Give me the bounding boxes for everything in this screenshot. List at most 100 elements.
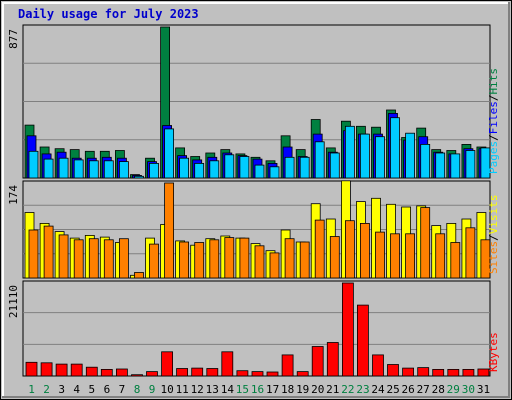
day-label-27: 27 <box>417 383 430 396</box>
bar-kbytes-day-19 <box>296 371 309 377</box>
bar-kbytes-day-28 <box>432 368 445 377</box>
bar-kbytes-day-20 <box>311 346 324 377</box>
bar-pages-day-25 <box>390 117 400 179</box>
y-max-label: 21110 <box>7 285 20 318</box>
bar-kbytes-day-13 <box>206 368 219 377</box>
y-max-label: 877 <box>7 29 20 49</box>
bar-kbytes-day-16 <box>251 371 264 377</box>
bar-kbytes-day-24 <box>372 354 384 377</box>
day-label-22: 22 <box>341 383 354 396</box>
bar-pages-day-21 <box>329 152 340 179</box>
bar-sites-day-4 <box>73 239 84 279</box>
bar-kbytes-day-27 <box>417 367 430 377</box>
bar-pages-day-4 <box>73 159 84 179</box>
day-label-21: 21 <box>326 383 339 396</box>
bar-kbytes-day-30 <box>462 368 475 377</box>
day-label-12: 12 <box>191 383 204 396</box>
legend-entry-kbytes: KBytes <box>487 332 500 372</box>
legend-entry-files: Files <box>487 101 500 134</box>
legend-entry-pages: Pages <box>487 141 500 174</box>
bar-pages-day-23 <box>359 133 370 179</box>
bar-kbytes-day-22 <box>341 282 354 377</box>
bar-sites-day-29 <box>450 242 461 279</box>
chart-title: Daily usage for July 2023 <box>18 7 199 21</box>
bar-sites-day-10 <box>164 182 175 279</box>
bar-sites-day-6 <box>103 239 114 279</box>
legend-kbytes: KBytes <box>487 332 500 372</box>
bar-kbytes-day-9 <box>146 371 158 377</box>
bar-kbytes-day-5 <box>85 366 98 377</box>
bar-sites-day-16 <box>254 245 265 279</box>
day-label-19: 19 <box>296 383 309 396</box>
bar-pages-day-31 <box>480 147 491 179</box>
bar-pages-day-14 <box>224 154 235 179</box>
bar-pages-day-7 <box>119 161 129 179</box>
bar-kbytes-day-18 <box>281 354 294 377</box>
bar-kbytes-day-31 <box>477 368 490 377</box>
bar-kbytes-day-15 <box>236 370 249 377</box>
bar-pages-day-20 <box>314 141 325 179</box>
day-label-23: 23 <box>356 383 369 396</box>
bar-pages-day-26 <box>405 132 416 179</box>
y-max-label: 174 <box>7 185 20 205</box>
bar-kbytes-day-14 <box>221 351 234 377</box>
bar-sites-day-17 <box>269 252 280 279</box>
bar-sites-day-26 <box>405 233 416 279</box>
bar-pages-day-10 <box>164 128 175 179</box>
bar-pages-day-1 <box>28 150 39 179</box>
bar-pages-day-24 <box>375 136 385 179</box>
bar-kbytes-day-26 <box>402 367 415 377</box>
bar-kbytes-day-1 <box>25 361 38 377</box>
bar-sites-day-3 <box>58 234 69 279</box>
bar-sites-day-25 <box>390 233 400 279</box>
bar-kbytes-day-7 <box>116 368 128 377</box>
day-label-1: 1 <box>28 383 35 396</box>
panel-background-kbytes <box>22 280 491 377</box>
day-label-29: 29 <box>447 383 460 396</box>
bar-sites-day-13 <box>209 239 220 279</box>
bar-sites-day-14 <box>224 237 235 279</box>
day-label-18: 18 <box>281 383 294 396</box>
bar-sites-day-20 <box>314 219 325 279</box>
day-label-30: 30 <box>462 383 475 396</box>
bar-pages-day-27 <box>420 143 431 179</box>
bar-sites-day-19 <box>299 241 310 279</box>
bar-kbytes-day-2 <box>40 362 53 377</box>
bar-pages-day-18 <box>284 156 295 179</box>
bar-kbytes-day-21 <box>326 342 339 377</box>
day-label-17: 17 <box>266 383 279 396</box>
legend-entry-visits: Visits <box>487 195 500 235</box>
bar-sites-day-9 <box>149 243 159 279</box>
day-label-25: 25 <box>386 383 399 396</box>
day-label-7: 7 <box>119 383 126 396</box>
legend-visitors: Sites/Visits <box>487 195 500 275</box>
bar-sites-day-11 <box>179 241 190 279</box>
bar-pages-day-16 <box>254 164 265 179</box>
day-label-28: 28 <box>432 383 445 396</box>
frame-shadow-bottom <box>2 396 510 398</box>
legend-separator: / <box>487 234 500 241</box>
bar-sites-day-18 <box>284 238 295 279</box>
bar-pages-day-11 <box>179 157 190 179</box>
bar-kbytes-day-10 <box>161 351 174 377</box>
bar-kbytes-day-17 <box>266 371 279 377</box>
day-label-14: 14 <box>221 383 235 396</box>
bar-sites-day-23 <box>359 222 370 279</box>
legend-separator: / <box>487 134 500 141</box>
day-label-11: 11 <box>176 383 189 396</box>
bar-kbytes-day-3 <box>55 363 68 377</box>
bar-kbytes-day-29 <box>447 368 460 377</box>
bar-pages-day-6 <box>103 160 114 179</box>
day-label-24: 24 <box>371 383 385 396</box>
day-label-8: 8 <box>134 383 141 396</box>
bar-pages-day-30 <box>465 150 476 179</box>
day-label-26: 26 <box>401 383 414 396</box>
frame-highlight-top <box>2 2 510 4</box>
day-label-3: 3 <box>58 383 65 396</box>
bar-pages-day-19 <box>299 156 310 179</box>
day-label-6: 6 <box>104 383 111 396</box>
bar-kbytes-day-23 <box>356 304 369 377</box>
day-label-4: 4 <box>73 383 80 396</box>
bar-sites-day-1 <box>28 229 39 279</box>
day-label-20: 20 <box>311 383 324 396</box>
